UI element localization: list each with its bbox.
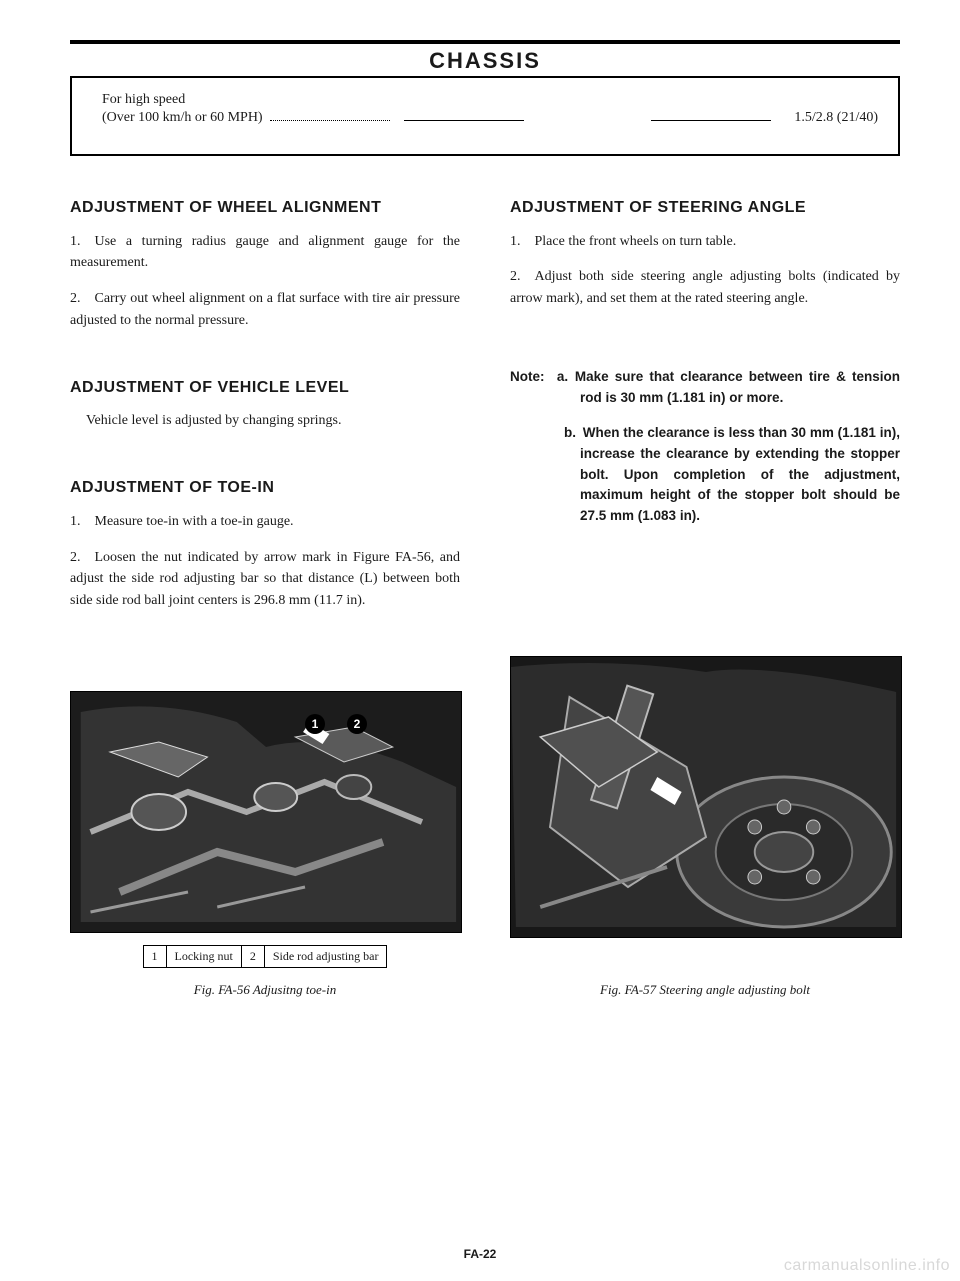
watermark: carmanualsonline.info (784, 1257, 950, 1275)
spec-line2: (Over 100 km/h or 60 MPH) (102, 110, 651, 126)
spec-right: 1.5/2.8 (21/40) (651, 110, 878, 126)
note-b: b. When the clearance is less than 30 mm… (510, 423, 900, 528)
columns: ADJUSTMENT OF WHEEL ALIGNMENT 1. Use a t… (70, 196, 900, 626)
legend-n2: 2 (241, 945, 264, 967)
page-title: CHASSIS (70, 48, 900, 74)
vehicle-level-p1: Vehicle level is adjusted by changing sp… (70, 410, 460, 432)
figures-row: 1 2 1 Locking nut 2 Side rod adjusting b… (70, 656, 900, 998)
callout-2: 2 (347, 714, 367, 734)
figure-fa57: Fig. FA-57 Steering angle adjusting bolt (510, 656, 900, 998)
page: CHASSIS For high speed (Over 100 km/h or… (0, 0, 960, 1281)
spec-row: For high speed (Over 100 km/h or 60 MPH)… (92, 92, 878, 126)
callout-1: 1 (305, 714, 325, 734)
note-block: Note: a. Make sure that clearance betwee… (510, 367, 900, 527)
toe-in-p1: 1. Measure toe-in with a toe-in gauge. (70, 511, 460, 533)
heading-toe-in: ADJUSTMENT OF TOE-IN (70, 476, 460, 501)
steering-angle-p1: 1. Place the front wheels on turn table. (510, 231, 900, 253)
heading-steering-angle: ADJUSTMENT OF STEERING ANGLE (510, 196, 900, 221)
spec-left: For high speed (Over 100 km/h or 60 MPH) (92, 92, 651, 126)
figure-fa56: 1 2 1 Locking nut 2 Side rod adjusting b… (70, 691, 460, 998)
note-label: Note: (510, 369, 545, 384)
gap (70, 446, 460, 476)
left-column: ADJUSTMENT OF WHEEL ALIGNMENT 1. Use a t… (70, 196, 460, 626)
steering-angle-p2: 2. Adjust both side steering angle adjus… (510, 266, 900, 309)
spec-box: For high speed (Over 100 km/h or 60 MPH)… (70, 78, 900, 156)
spec-value: 1.5/2.8 (21/40) (794, 110, 878, 125)
underline-1 (404, 120, 524, 121)
heading-wheel-alignment: ADJUSTMENT OF WHEEL ALIGNMENT (70, 196, 460, 221)
wheel-alignment-p1: 1. Use a turning radius gauge and alignm… (70, 231, 460, 274)
underline-2 (651, 120, 771, 121)
figure-fa57-image (510, 656, 902, 938)
fa57-svg (511, 657, 901, 937)
note-a: Note: a. Make sure that clearance betwee… (510, 367, 900, 409)
gap (510, 324, 900, 354)
legend-l2: Side rod adjusting bar (264, 945, 387, 967)
fa57-caption: Fig. FA-57 Steering angle adjusting bolt (510, 982, 900, 998)
dotted-leader (270, 120, 390, 121)
heading-vehicle-level: ADJUSTMENT OF VEHICLE LEVEL (70, 376, 460, 401)
table-row: 1 Locking nut 2 Side rod adjusting bar (143, 945, 387, 967)
toe-in-p2: 2. Loosen the nut indicated by arrow mar… (70, 547, 460, 612)
wheel-alignment-p2: 2. Carry out wheel alignment on a flat s… (70, 288, 460, 331)
gap (70, 346, 460, 376)
figure-fa56-image: 1 2 (70, 691, 462, 933)
legend-n1: 1 (143, 945, 166, 967)
spec-line1: For high speed (102, 92, 651, 108)
fa56-caption: Fig. FA-56 Adjusitng toe-in (70, 982, 460, 998)
note-a-text: a. Make sure that clearance between tire… (557, 369, 900, 405)
spec-line2-text: (Over 100 km/h or 60 MPH) (102, 110, 263, 125)
top-rule-thick (70, 40, 900, 44)
fa56-legend-table: 1 Locking nut 2 Side rod adjusting bar (143, 945, 388, 968)
legend-l1: Locking nut (166, 945, 241, 967)
fa56-svg (71, 692, 461, 932)
right-column: ADJUSTMENT OF STEERING ANGLE 1. Place th… (510, 196, 900, 626)
